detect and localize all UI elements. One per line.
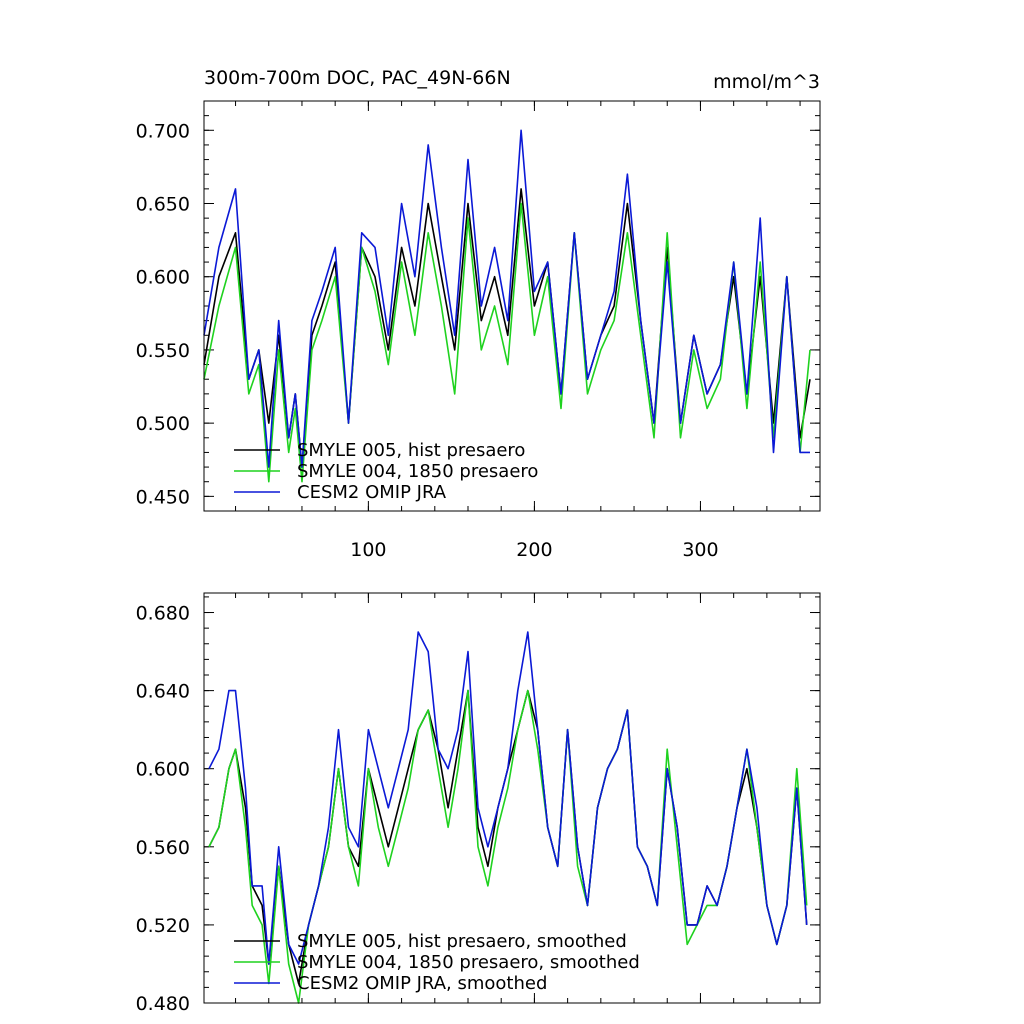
top-chart: 300m-700m DOC, PAC_49N-66N mmol/m^3 0.45…	[136, 67, 821, 561]
series-line-2	[203, 202, 811, 483]
y-tick-label: 0.650	[136, 194, 190, 216]
chart-title: 300m-700m DOC, PAC_49N-66N	[204, 67, 511, 89]
series-line-1	[203, 188, 811, 468]
y-tick-label: 0.480	[136, 993, 190, 1015]
y-tick-label: 0.560	[136, 837, 190, 859]
legend-label: SMYLE 005, hist presaero, smoothed	[297, 931, 627, 952]
x-tick-label: 300	[682, 539, 718, 561]
series-line-2	[208, 689, 808, 1004]
y-tick-label: 0.500	[136, 413, 190, 435]
series-line-3	[208, 631, 808, 965]
legend-label: SMYLE 005, hist presaero	[297, 440, 525, 461]
y-tick-label: 0.550	[136, 340, 190, 362]
bottom-chart: 0.480 0.520 0.560 0.600 0.640 0.680 SMYLE 005…	[136, 592, 821, 1015]
y-tick-label: 0.600	[136, 759, 190, 781]
plot-frame	[203, 592, 821, 1004]
legend-label: CESM2 OMIP JRA	[297, 482, 447, 503]
legend-label: CESM2 OMIP JRA, smoothed	[297, 973, 547, 994]
units-label: mmol/m^3	[713, 71, 820, 93]
y-tick-label: 0.680	[136, 603, 190, 625]
x-tick-label: 200	[516, 539, 552, 561]
y-tick-label: 0.520	[136, 915, 190, 937]
legend-label: SMYLE 004, 1850 presaero	[297, 461, 538, 482]
x-tick-label: 100	[350, 539, 386, 561]
legend: SMYLE 005, hist presaero, smoothedSMYLE …	[234, 931, 640, 994]
y-tick-label: 0.640	[136, 681, 190, 703]
y-tick-label: 0.700	[136, 120, 190, 142]
y-tick-label: 0.450	[136, 486, 190, 508]
y-tick-label: 0.600	[136, 267, 190, 289]
plot-frame	[203, 100, 821, 512]
series-line-3	[203, 129, 810, 468]
legend-label: SMYLE 004, 1850 presaero, smoothed	[297, 952, 640, 973]
